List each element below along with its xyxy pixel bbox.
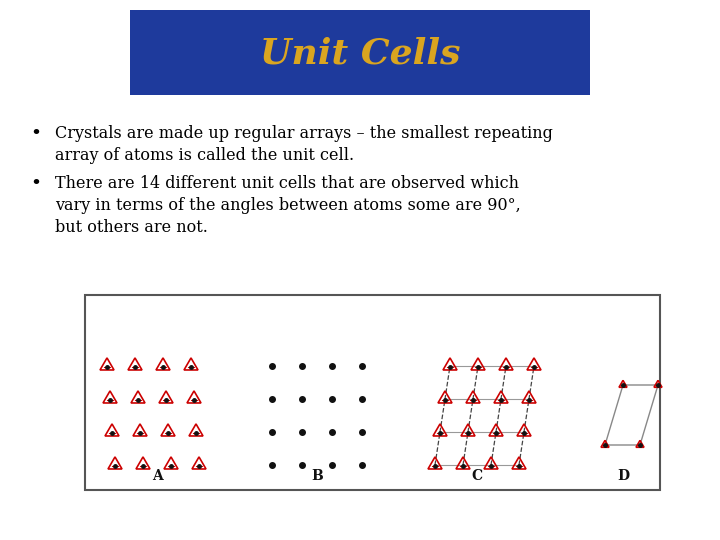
Text: vary in terms of the angles between atoms some are 90°,: vary in terms of the angles between atom… (55, 197, 521, 214)
Text: A: A (152, 469, 163, 483)
Text: Unit Cells: Unit Cells (260, 36, 460, 70)
Text: D: D (617, 469, 629, 483)
Text: B: B (311, 469, 323, 483)
Text: but others are not.: but others are not. (55, 219, 208, 236)
Bar (130, 10, 590, 95)
Bar (85, 295, 660, 490)
Text: array of atoms is called the unit cell.: array of atoms is called the unit cell. (55, 147, 354, 164)
Text: Crystals are made up regular arrays – the smallest repeating: Crystals are made up regular arrays – th… (55, 125, 553, 142)
Text: •: • (30, 175, 41, 193)
Text: There are 14 different unit cells that are observed which: There are 14 different unit cells that a… (55, 175, 519, 192)
Text: •: • (30, 125, 41, 143)
Text: C: C (472, 469, 482, 483)
